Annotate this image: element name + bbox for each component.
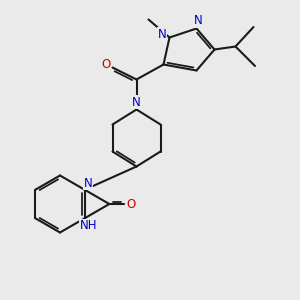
Text: O: O (126, 197, 136, 211)
Text: N: N (132, 95, 141, 109)
Text: N: N (194, 14, 202, 28)
Text: N: N (158, 28, 166, 41)
Text: O: O (101, 58, 110, 71)
Text: NH: NH (80, 219, 97, 232)
Text: N: N (84, 177, 93, 190)
